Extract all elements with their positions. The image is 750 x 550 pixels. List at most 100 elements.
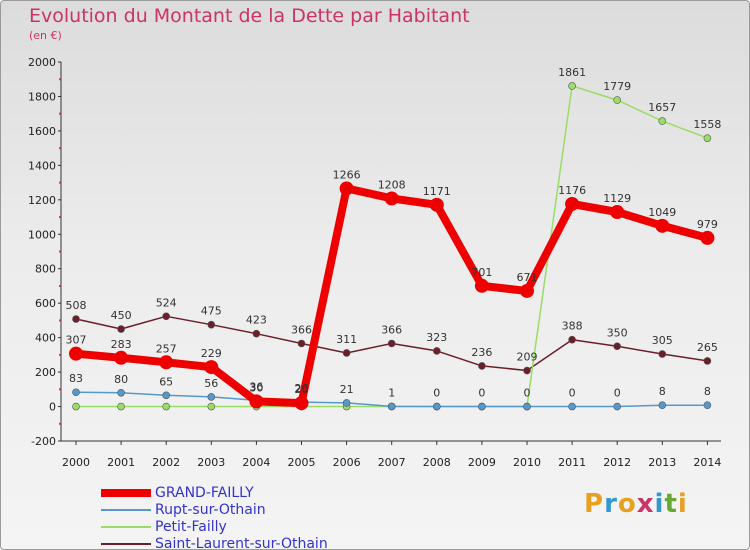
y-tick-label: 200	[35, 366, 56, 379]
data-point	[658, 350, 667, 358]
legend-item: Petit-Failly	[101, 519, 381, 536]
data-label: 1861	[558, 66, 586, 79]
data-point	[69, 346, 83, 361]
data-point	[294, 396, 309, 411]
data-point	[700, 230, 715, 245]
data-point	[72, 388, 80, 397]
y-tick-label: 0	[49, 401, 56, 414]
data-point	[204, 360, 219, 375]
data-label: 388	[562, 320, 583, 333]
data-point	[117, 388, 125, 397]
data-label: 475	[201, 305, 222, 318]
data-point	[252, 329, 261, 338]
x-tick-label: 2012	[603, 456, 631, 469]
data-label: 1	[388, 386, 395, 399]
data-label: 257	[156, 342, 177, 355]
data-point	[207, 402, 216, 411]
data-point	[478, 362, 486, 370]
data-point	[72, 315, 80, 323]
data-point	[342, 399, 351, 407]
data-label: 0	[478, 387, 485, 400]
data-label: 0	[614, 387, 621, 400]
chart-subtitle: (en €)	[29, 29, 62, 42]
x-tick-label: 2008	[423, 456, 451, 469]
data-label: 209	[517, 351, 538, 364]
data-label: 1779	[603, 80, 631, 93]
data-label: 265	[697, 341, 718, 354]
data-point	[703, 357, 712, 365]
data-label: 1176	[558, 184, 586, 197]
data-point	[610, 205, 625, 220]
logo-letter: x	[636, 489, 655, 519]
data-label: 1049	[648, 206, 676, 219]
data-point	[114, 350, 129, 365]
y-tick-label: 600	[35, 297, 56, 310]
data-point	[523, 402, 531, 411]
x-tick-label: 2009	[468, 456, 496, 469]
legend-label: GRAND-FAILLY	[155, 485, 254, 501]
y-minor-tick	[59, 216, 61, 219]
logo-letter: o	[617, 489, 637, 519]
legend-label: Rupt-sur-Othain	[155, 502, 266, 518]
data-point	[655, 218, 670, 233]
logo-letter: i	[654, 489, 665, 519]
data-point	[523, 366, 531, 375]
y-tick-label: 1400	[28, 159, 56, 172]
data-label: 307	[66, 334, 87, 347]
data-label: 83	[69, 372, 83, 385]
data-label: 366	[381, 323, 402, 336]
data-label: 26	[295, 382, 309, 395]
data-point	[117, 325, 125, 333]
data-label: 0	[569, 387, 576, 400]
data-point	[162, 402, 170, 411]
data-point	[474, 278, 489, 293]
y-tick-label: 1800	[28, 90, 56, 103]
data-label: 1558	[693, 118, 721, 131]
data-point	[658, 401, 667, 409]
data-point	[162, 312, 170, 321]
data-point	[568, 335, 576, 344]
data-point	[159, 355, 174, 370]
data-point	[387, 339, 396, 348]
data-point	[520, 283, 534, 298]
y-minor-tick	[59, 78, 61, 81]
data-point	[207, 320, 216, 329]
x-tick-label: 2013	[648, 456, 676, 469]
legend-swatch	[101, 489, 151, 497]
data-label: 0	[524, 387, 531, 400]
y-minor-tick	[59, 112, 61, 115]
logo-letter: P	[584, 489, 605, 519]
data-label: 21	[340, 383, 354, 396]
data-label: 65	[159, 375, 173, 388]
legend-label: Saint-Laurent-sur-Othain	[155, 536, 328, 550]
data-point	[387, 402, 396, 411]
y-minor-tick	[59, 319, 61, 322]
data-label: 366	[291, 323, 312, 336]
data-point	[613, 342, 622, 351]
data-label: 311	[336, 333, 357, 346]
y-tick-label: 1000	[28, 228, 56, 241]
data-point	[568, 82, 576, 90]
chart-title: Evolution du Montant de la Dette par Hab…	[29, 5, 470, 27]
y-minor-tick	[59, 250, 61, 253]
y-tick-label: 2000	[28, 56, 56, 69]
data-label: 80	[114, 373, 128, 386]
data-point	[339, 181, 354, 196]
data-label: 423	[246, 314, 267, 327]
x-tick-label: 2002	[152, 456, 180, 469]
y-minor-tick	[59, 284, 61, 287]
x-tick-label: 2011	[558, 456, 586, 469]
data-label: 450	[111, 309, 132, 322]
data-label: 1208	[378, 178, 406, 191]
data-label: 1657	[648, 101, 676, 114]
data-point	[117, 402, 125, 411]
data-label: 350	[607, 326, 628, 339]
data-label: 1266	[333, 168, 361, 181]
data-label: 671	[517, 271, 538, 284]
data-label: 305	[652, 334, 673, 347]
y-minor-tick	[59, 147, 61, 150]
data-point	[384, 191, 399, 206]
data-point	[297, 339, 306, 348]
